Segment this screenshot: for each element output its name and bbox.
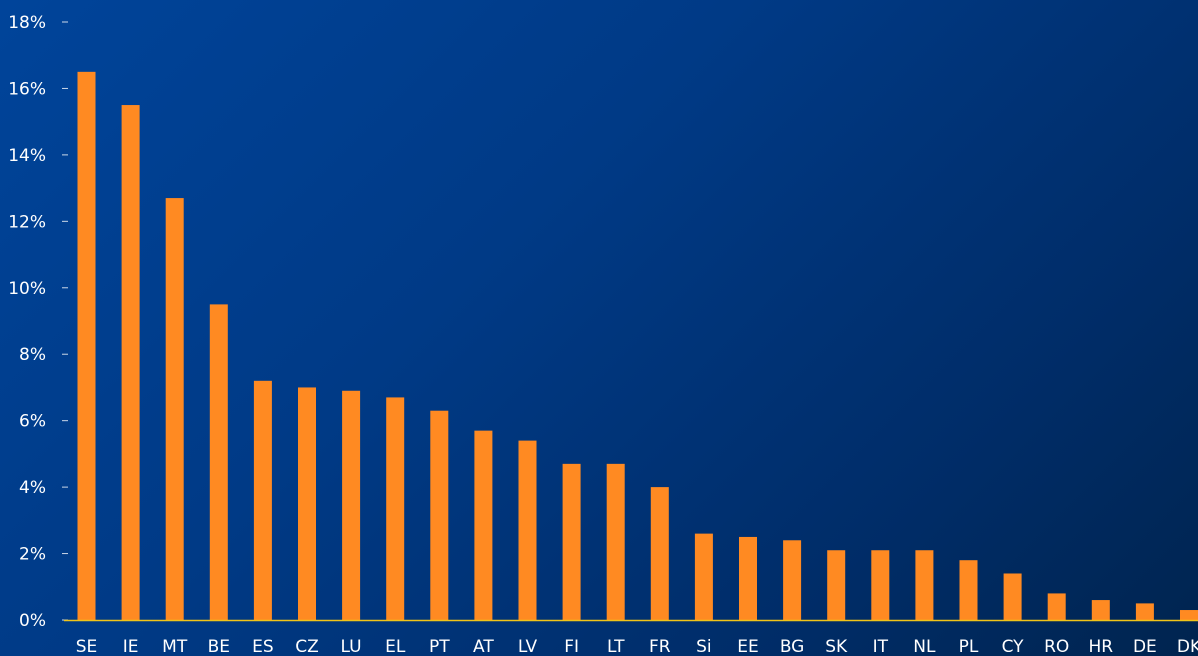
x-tick-label: ES (252, 637, 274, 656)
bar-be (209, 304, 228, 620)
x-tick-label: FR (649, 637, 671, 656)
bar-lu (342, 390, 361, 620)
bar-it (871, 550, 890, 620)
bar-bg (783, 540, 802, 620)
x-tick-label: IE (123, 637, 139, 656)
x-tick-label: CZ (295, 637, 319, 656)
y-axis: 0% 2% 4% 6% 8% 10% 12% 14% 16% 18% (8, 13, 68, 631)
bar-el (386, 397, 405, 620)
bar-series (77, 71, 1198, 621)
x-tick-label: SE (76, 637, 98, 656)
bar-se (77, 71, 96, 621)
y-tick-label: 6% (19, 412, 46, 432)
bar-mt (165, 198, 184, 621)
bar-ie (121, 105, 140, 621)
bar-de (1135, 603, 1154, 620)
bar-pt (430, 410, 449, 620)
bar-fi (562, 463, 581, 620)
x-tick-label: DE (1133, 637, 1157, 656)
y-tick-label: 18% (8, 13, 46, 33)
bar-hr (1091, 600, 1110, 620)
x-tick-label: PL (959, 637, 979, 656)
x-tick-label: IT (873, 637, 889, 656)
bar-fr (650, 487, 669, 620)
bar-dk (1180, 610, 1198, 620)
y-tick-label: 16% (8, 79, 46, 99)
bar-lv (518, 440, 537, 620)
bar-si (694, 533, 713, 620)
x-tick-label: FI (564, 637, 579, 656)
y-tick-label: 0% (19, 611, 46, 631)
bar-pl (959, 560, 978, 620)
x-tick-label: BE (208, 637, 230, 656)
y-tick-label: 2% (19, 545, 46, 565)
x-tick-label: LV (518, 637, 538, 656)
x-tick-label: CY (1002, 637, 1025, 656)
x-tick-label: NL (913, 637, 936, 656)
bar-ee (739, 536, 757, 620)
bar-lt (606, 463, 625, 620)
x-tick-label: DK (1177, 637, 1198, 656)
x-tick-label: HR (1088, 637, 1113, 656)
y-tick-label: 14% (8, 146, 46, 166)
y-tick-label: 4% (19, 478, 46, 498)
x-tick-label: MT (162, 637, 188, 656)
x-tick-label: Si (696, 637, 712, 656)
x-tick-label: RO (1044, 637, 1069, 656)
bar-sk (827, 550, 846, 620)
x-tick-label: EL (385, 637, 406, 656)
y-tick-label: 10% (8, 279, 46, 299)
x-tick-label: PT (429, 637, 450, 656)
bar-cz (298, 387, 316, 620)
x-tick-label: BG (780, 637, 805, 656)
y-tick-label: 12% (8, 212, 46, 232)
y-tick-label: 8% (19, 345, 46, 365)
bar-es (253, 380, 272, 620)
bar-cy (1003, 573, 1022, 620)
bar-nl (915, 550, 934, 620)
bar-ro (1047, 593, 1066, 620)
x-tick-label: AT (473, 637, 494, 656)
x-tick-label: SK (825, 637, 848, 656)
bar-at (474, 430, 493, 620)
x-axis-labels: SE IE MT BE ES CZ LU EL PT AT LV FI LT FR Si EE BG SK IT NL… (76, 637, 1198, 656)
x-tick-label: LT (607, 637, 625, 656)
x-tick-label: EE (737, 637, 758, 656)
x-tick-label: LU (341, 637, 362, 656)
